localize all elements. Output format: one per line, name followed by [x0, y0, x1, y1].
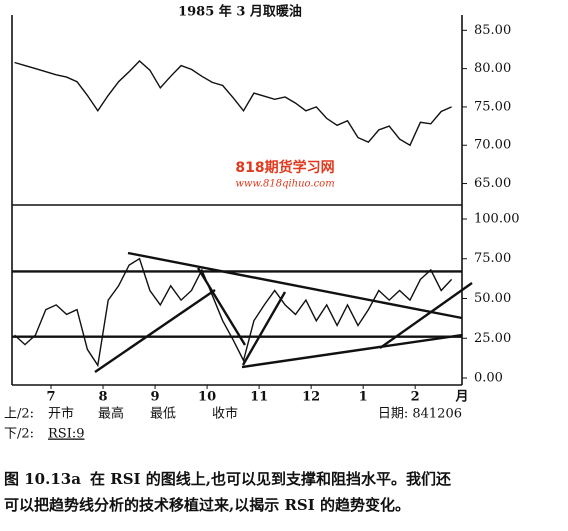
date-label: 日期: 841206: [378, 407, 462, 422]
x-tick-label: 7: [46, 390, 55, 405]
trendline: [241, 291, 287, 366]
caption-text: 可以把趋势线分析的技术移植过来,以揭示 RSI 的趋势变化。: [4, 496, 410, 514]
caption-text: 在 RSI 的图线上,也可以见到支撑和阻挡水平。我们还: [90, 470, 452, 488]
y-tick-label: 100.00: [474, 211, 520, 226]
x-tick-label: 2: [411, 390, 420, 405]
y-tick-label: 75.00: [474, 251, 511, 266]
trendline: [94, 289, 216, 373]
y-tick-label: 65.00: [474, 176, 511, 191]
legend-label: 上/2:: [4, 407, 34, 422]
y-tick-label: 0.00: [474, 371, 503, 386]
watermark-title: 818期货学习网: [235, 159, 334, 176]
legend-label: 最高: [98, 406, 124, 422]
x-tick-label: 11: [250, 390, 268, 405]
caption-label: 图 10.13a: [4, 470, 81, 488]
trendline: [127, 251, 463, 320]
watermark-url: www.818qihuo.com: [235, 179, 334, 190]
y-tick-label: 70.00: [474, 138, 511, 153]
x-tick-label: 9: [151, 390, 160, 405]
legend-label: 开市: [48, 406, 74, 422]
legend-label: 收市: [212, 406, 238, 422]
series-line: [14, 257, 453, 368]
y-tick-label: 50.00: [474, 291, 511, 306]
y-tick-label: 80.00: [474, 61, 511, 76]
x-tick-label: 1: [359, 390, 368, 405]
y-tick-label: 85.00: [474, 23, 511, 38]
legend-label: 最低: [150, 407, 176, 422]
series-line: [14, 60, 452, 147]
legend-label: RSI:9: [48, 427, 84, 442]
x-axis-label: 月: [454, 390, 468, 405]
watermark: 818期货学习网 www.818qihuo.com: [235, 159, 334, 190]
y-tick-label: 25.00: [474, 331, 511, 346]
trendline: [379, 282, 473, 349]
chart-title: 1985 年 3 月取暖油: [178, 4, 302, 20]
x-tick-label: 8: [99, 390, 108, 405]
x-tick-label: 10: [198, 390, 216, 405]
x-tick-label: 12: [302, 390, 320, 405]
trendline: [241, 333, 463, 369]
trendline: [196, 267, 247, 346]
legend-label: 下/2:: [4, 427, 34, 442]
y-tick-label: 75.00: [474, 99, 511, 114]
